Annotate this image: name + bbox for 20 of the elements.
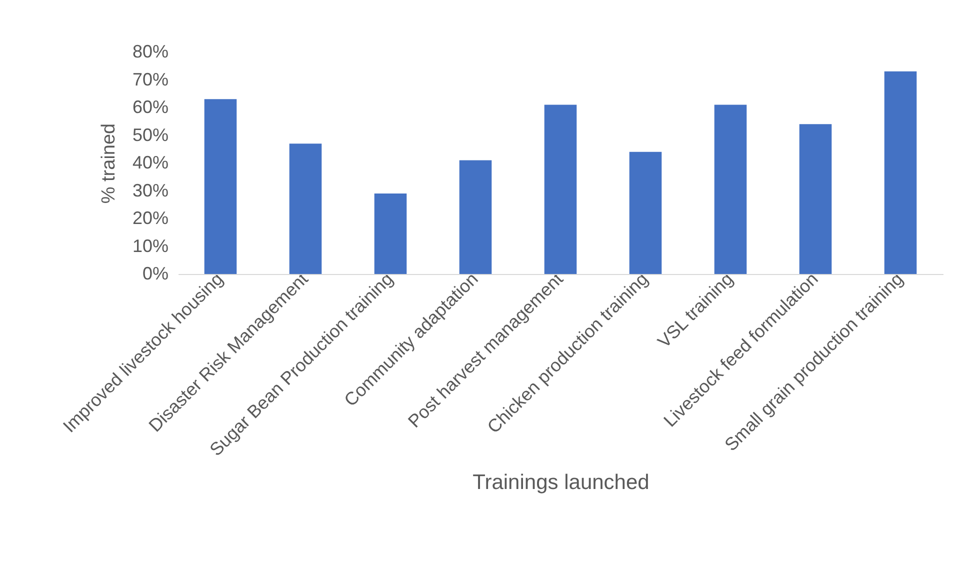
y-tick-label: 20% (132, 208, 168, 228)
bar (629, 152, 662, 274)
y-tick-label: 50% (132, 124, 168, 145)
bar (459, 160, 492, 274)
y-tick-label: 0% (142, 264, 168, 284)
bar (799, 124, 832, 274)
bar (714, 104, 747, 274)
bar (544, 104, 577, 274)
bar (374, 194, 407, 274)
bar (884, 71, 917, 274)
y-tick-label: 40% (132, 152, 168, 172)
y-tick-label: 30% (132, 180, 168, 200)
y-axis-title: % trained (98, 123, 120, 204)
bar (289, 144, 322, 274)
y-tick-label: 10% (132, 236, 168, 256)
bar (204, 99, 237, 274)
x-axis-title: Trainings launched (472, 470, 650, 494)
y-tick-label: 80% (132, 42, 168, 62)
y-tick-label: 70% (132, 69, 168, 90)
y-tick-label: 60% (132, 97, 168, 117)
